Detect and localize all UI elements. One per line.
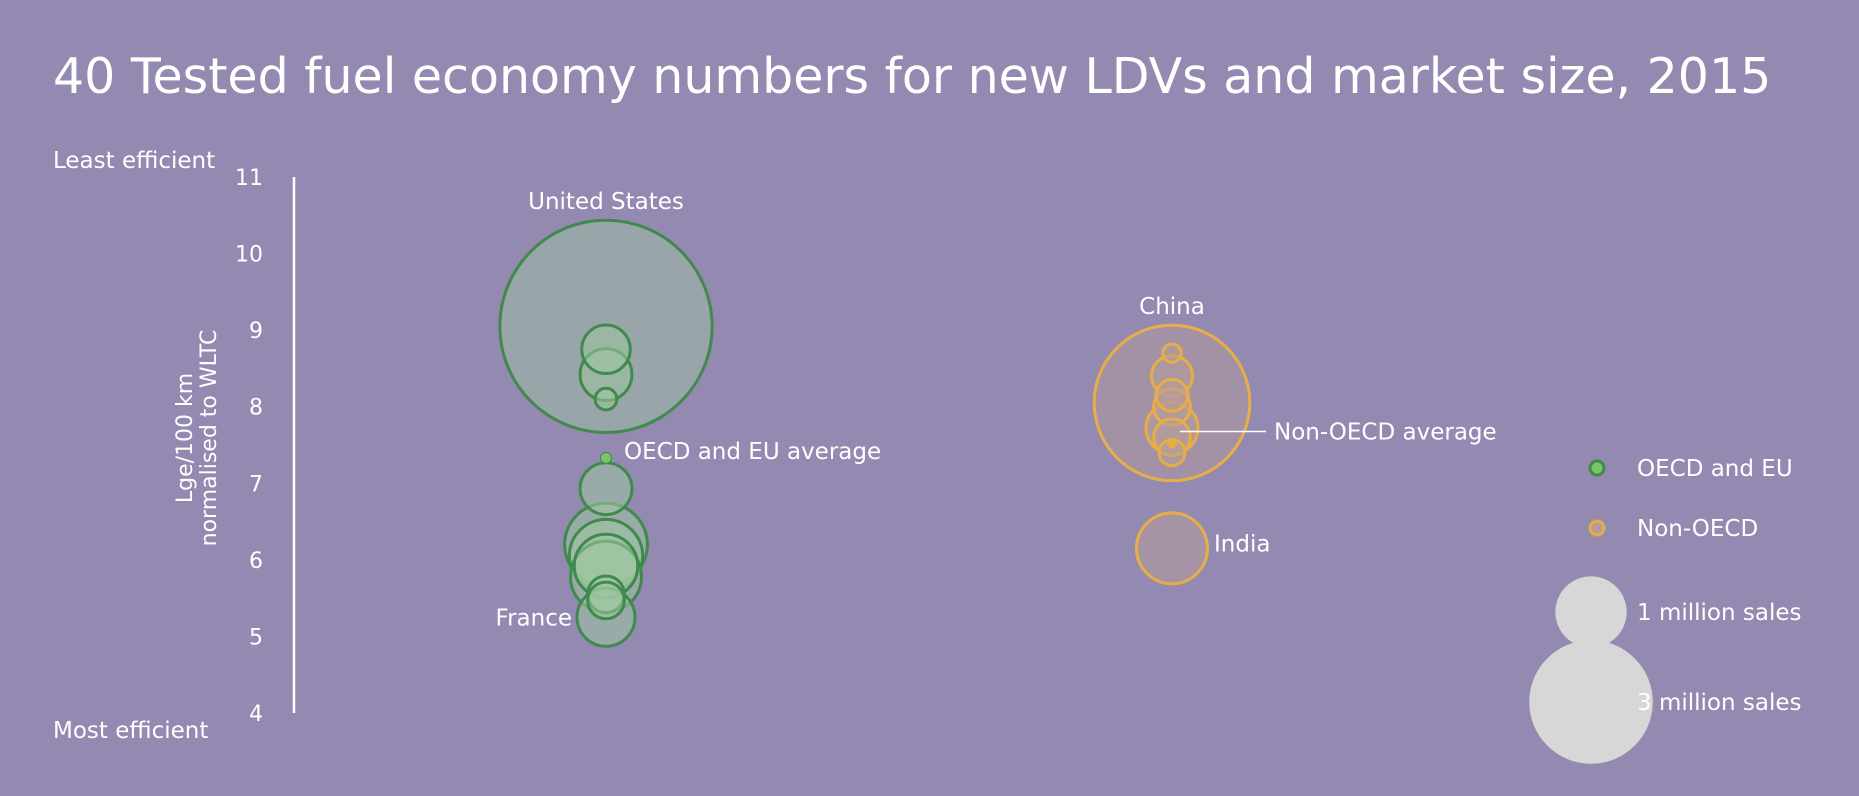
legend-swatch-non-oecd: [1588, 519, 1606, 537]
non-oecd-bubble-7: [1154, 377, 1190, 413]
y-axis-ticks: 4 5 6 7 8 9 10 11: [235, 166, 263, 727]
y-tick-label-11: 11: [235, 166, 263, 191]
oecd-and-eu-average-label: OECD and EU average: [624, 439, 881, 465]
annotations: OECD and EU average Non-OECD average Unite…: [496, 189, 1497, 631]
y-tick-label-8: 8: [249, 396, 263, 421]
oecd-bubble-12: [593, 386, 619, 412]
non-oecd-bubbles: [1092, 323, 1252, 586]
legend-swatch-oecd-and-eu: [1588, 459, 1606, 477]
united-states-label: United States: [528, 189, 684, 215]
y-tick-label-7: 7: [249, 472, 263, 497]
legend-size-bubble-2: [1529, 640, 1653, 764]
oecd-bubble-11: [586, 580, 626, 621]
oecd-bubble-9: [580, 323, 632, 376]
legend-size-label-2: 3 million sales: [1637, 690, 1801, 716]
least-efficient-note: Least efficient: [53, 148, 215, 174]
oecd-and-eu-average-marker: [601, 453, 611, 464]
y-axis-title-line2: normalised to WLTC: [197, 330, 222, 547]
legend-label-oecd-and-eu: OECD and EU: [1637, 456, 1793, 482]
india-bubble: [1134, 511, 1210, 586]
legend: OECD and EU Non-OECD 1 million sales 3 mill…: [1529, 456, 1801, 764]
most-efficient-note: Most efficient: [53, 718, 208, 744]
y-tick-label-4: 4: [249, 702, 263, 727]
y-tick-label-10: 10: [235, 243, 263, 268]
india-label: India: [1214, 531, 1270, 557]
y-tick-label-6: 6: [249, 549, 263, 574]
y-axis-title-line1: Lge/100 km: [173, 373, 198, 503]
y-tick-label-5: 5: [249, 625, 263, 650]
chart-title: 40 Tested fuel economy numbers for new L…: [53, 48, 1771, 105]
oecd-bubble-8: [578, 461, 634, 517]
france-label: France: [496, 605, 572, 631]
non-oecd-average-label: Non-OECD average: [1274, 419, 1497, 445]
y-tick-label-9: 9: [249, 319, 263, 344]
legend-size-bubble-1: [1555, 576, 1627, 648]
oecd-bubbles: [498, 218, 714, 648]
non-oecd-bubble-9: [1161, 342, 1183, 364]
china-label: China: [1139, 294, 1205, 320]
legend-label-non-oecd: Non-OECD: [1637, 516, 1758, 542]
legend-size-label-1: 1 million sales: [1637, 600, 1801, 626]
y-axis-title: Lge/100 km normalised to WLTC: [173, 330, 222, 547]
non-oecd-average-marker: [1167, 438, 1177, 449]
